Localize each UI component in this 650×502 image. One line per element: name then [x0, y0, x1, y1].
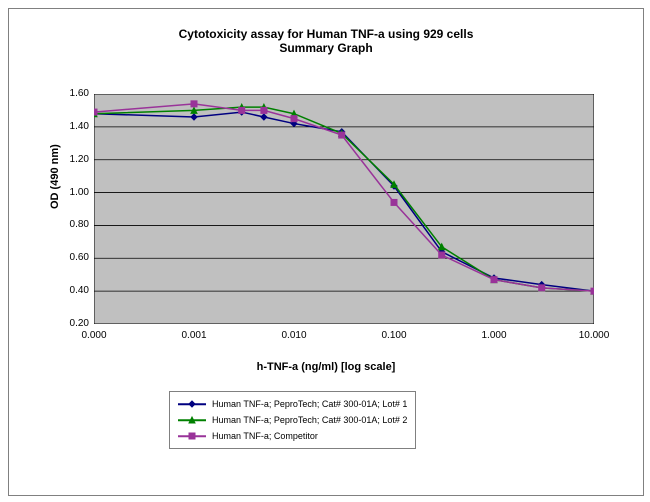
legend-swatch	[178, 414, 206, 426]
legend-label: Human TNF-a; Competitor	[212, 431, 318, 441]
y-tick: 0.40	[39, 285, 89, 296]
plot-svg	[94, 94, 594, 324]
y-tick: 1.40	[39, 121, 89, 132]
x-tick: 0.100	[381, 330, 406, 341]
legend-label: Human TNF-a; PeproTech; Cat# 300-01A; Lo…	[212, 415, 407, 425]
y-tick: 1.20	[39, 154, 89, 165]
x-tick: 1.000	[481, 330, 506, 341]
y-tick: 1.60	[39, 88, 89, 99]
legend-label: Human TNF-a; PeproTech; Cat# 300-01A; Lo…	[212, 399, 407, 409]
y-tick: 0.80	[39, 219, 89, 230]
x-axis-label: h-TNF-a (ng/ml) [log scale]	[9, 361, 643, 373]
chart-title: Cytotoxicity assay for Human TNF-a using…	[9, 27, 643, 56]
legend-row: Human TNF-a; PeproTech; Cat# 300-01A; Lo…	[178, 396, 407, 412]
title-line-1: Cytotoxicity assay for Human TNF-a using…	[179, 27, 474, 41]
legend-swatch	[178, 398, 206, 410]
legend-row: Human TNF-a; PeproTech; Cat# 300-01A; Lo…	[178, 412, 407, 428]
x-tick: 0.010	[281, 330, 306, 341]
legend-row: Human TNF-a; Competitor	[178, 428, 407, 444]
legend-swatch	[178, 430, 206, 442]
x-tick: 0.001	[181, 330, 206, 341]
y-tick: 0.60	[39, 252, 89, 263]
chart-frame: Cytotoxicity assay for Human TNF-a using…	[8, 8, 644, 496]
plot-area-wrap	[94, 94, 594, 329]
title-line-2: Summary Graph	[279, 41, 372, 55]
legend: Human TNF-a; PeproTech; Cat# 300-01A; Lo…	[169, 391, 416, 449]
y-tick: 0.20	[39, 318, 89, 329]
y-tick: 1.00	[39, 187, 89, 198]
x-tick: 10.000	[579, 330, 610, 341]
x-tick: 0.000	[81, 330, 106, 341]
